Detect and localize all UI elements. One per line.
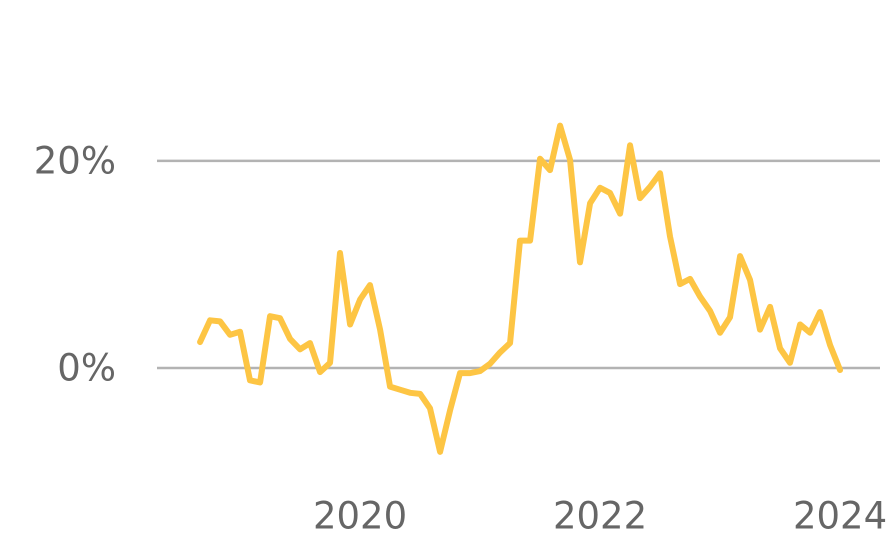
x-tick-label: 2024: [793, 495, 887, 538]
y-tick-label: 0%: [57, 346, 116, 389]
x-tick-label: 2022: [553, 495, 647, 538]
y-tick-label: 20%: [34, 139, 116, 182]
x-tick-label: 2020: [313, 495, 407, 538]
data-line: [197, 122, 844, 455]
